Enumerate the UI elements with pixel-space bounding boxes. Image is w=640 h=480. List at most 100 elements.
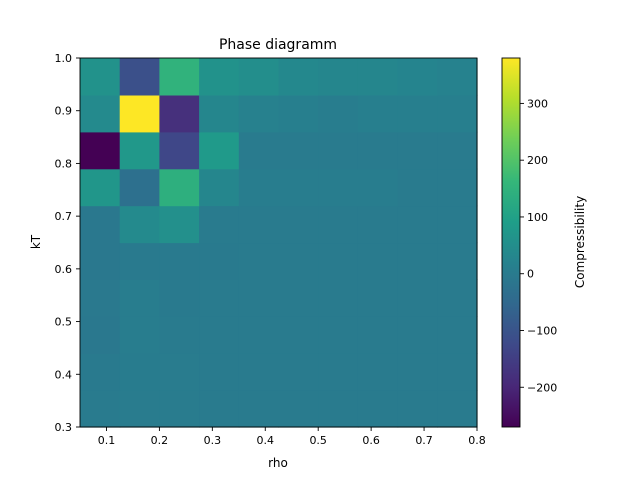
heatmap-cell (437, 242, 478, 280)
heatmap-cell (397, 168, 438, 207)
heatmap-cell (119, 242, 160, 280)
chart-title: Phase diagramm (219, 37, 337, 53)
heatmap-cell (357, 316, 399, 354)
heatmap-cell (238, 316, 280, 354)
plot-frame (79, 57, 478, 428)
heatmap-cells (80, 58, 478, 428)
heatmap-cell (199, 316, 240, 354)
heatmap-cell (357, 390, 399, 428)
y-tick-label: 0.8 (55, 157, 73, 170)
heatmap-cell (397, 353, 438, 391)
heatmap-cell (357, 242, 399, 280)
heatmap-cell (199, 353, 240, 391)
heatmap-cell (199, 58, 240, 96)
heatmap-cell (199, 205, 240, 244)
heatmap-cell (437, 131, 478, 170)
y-tick-label: 0.6 (55, 263, 73, 276)
heatmap-cell (199, 131, 240, 170)
heatmap-cell (318, 131, 359, 170)
colorbar-ticks: −200 −100 0 100 200 300 (520, 97, 557, 394)
x-tick-label: 0.1 (98, 434, 116, 447)
colorbar-tick-label: −200 (527, 381, 557, 394)
heatmap-cell (80, 242, 121, 280)
heatmap-cell (119, 94, 160, 133)
heatmap-cell (119, 131, 160, 170)
heatmap-cell (357, 168, 399, 207)
heatmap-cell (159, 316, 200, 354)
heatmap-cell (318, 58, 359, 96)
heatmap-cell (278, 390, 319, 428)
heatmap-cell (119, 58, 160, 96)
heatmap-cell (318, 242, 359, 280)
heatmap-cell (80, 353, 121, 391)
heatmap-cell (397, 131, 438, 170)
colorbar-tick-label: 100 (527, 211, 548, 224)
heatmap-cell (119, 279, 160, 317)
y-tick-label: 0.9 (55, 105, 73, 118)
heatmap-cell (238, 131, 280, 170)
heatmap-cell (437, 279, 478, 317)
heatmap-cell (238, 279, 280, 317)
heatmap-cell (80, 168, 121, 207)
heatmap-cell (238, 94, 280, 133)
heatmap-cell (159, 94, 200, 133)
heatmap-cell (80, 316, 121, 354)
x-tick-label: 0.8 (468, 434, 486, 447)
y-tick-label: 0.3 (55, 421, 73, 434)
heatmap-cell (159, 205, 200, 244)
heatmap-cell (159, 58, 200, 96)
heatmap-cell (318, 390, 359, 428)
heatmap-cell (318, 205, 359, 244)
heatmap-cell (278, 316, 319, 354)
heatmap-cell (119, 390, 160, 428)
heatmap-cell (278, 242, 319, 280)
heatmap-cell (80, 58, 121, 96)
x-axis: 0.1 0.2 0.3 0.4 0.5 0.6 0.7 0.8 (98, 427, 486, 447)
heatmap-cell (238, 58, 280, 96)
heatmap-cell (357, 131, 399, 170)
heatmap-cell (80, 131, 121, 170)
heatmap-cell (159, 242, 200, 280)
heatmap-cell (437, 94, 478, 133)
heatmap-cell (318, 316, 359, 354)
heatmap-cell (357, 205, 399, 244)
heatmap-cell (199, 390, 240, 428)
heatmap-cell (278, 94, 319, 133)
heatmap-cell (238, 242, 280, 280)
x-axis-label: rho (268, 456, 288, 470)
heatmap-cell (357, 58, 399, 96)
x-tick-label: 0.4 (257, 434, 275, 447)
colorbar-tick-label: 0 (527, 268, 534, 281)
heatmap-cell (119, 353, 160, 391)
heatmap-cell (199, 168, 240, 207)
heatmap-cell (318, 94, 359, 133)
heatmap-cell (199, 279, 240, 317)
heatmap-cell (357, 279, 399, 317)
heatmap-cell (159, 131, 200, 170)
x-tick-label: 0.2 (151, 434, 169, 447)
heatmap-cell (278, 131, 319, 170)
heatmap-cell (397, 58, 438, 96)
heatmap-cell (119, 168, 160, 207)
y-tick-label: 1.0 (55, 52, 73, 65)
y-axis: 0.3 0.4 0.5 0.6 0.7 0.8 0.9 1.0 (55, 52, 80, 434)
heatmap-cell (437, 168, 478, 207)
heatmap-cell (318, 353, 359, 391)
heatmap-cell (159, 279, 200, 317)
heatmap-cell (278, 353, 319, 391)
heatmap-cell (357, 353, 399, 391)
heatmap-cell (437, 205, 478, 244)
heatmap-cell (119, 205, 160, 244)
heatmap-cell (159, 168, 200, 207)
colorbar (501, 57, 521, 428)
heatmap-cell (397, 242, 438, 280)
heatmap-cell (318, 168, 359, 207)
heatmap-cell (159, 353, 200, 391)
heatmap-cell (397, 205, 438, 244)
heatmap-cell (119, 316, 160, 354)
colorbar-tick-label: 300 (527, 97, 548, 110)
heatmap-cell (397, 279, 438, 317)
heatmap-cell (159, 390, 200, 428)
y-tick-label: 0.4 (55, 368, 73, 381)
